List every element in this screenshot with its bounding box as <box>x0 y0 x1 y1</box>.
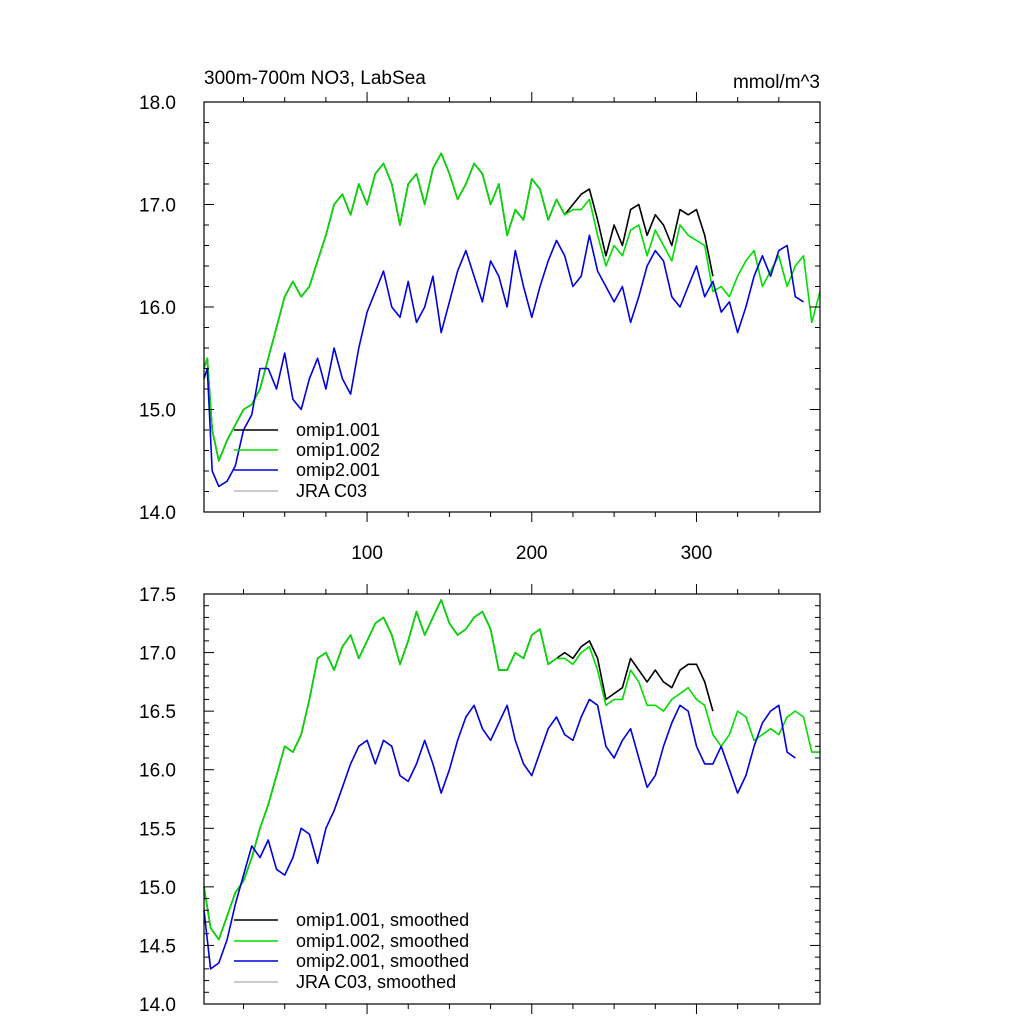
y-tick-label: 18.0 <box>139 93 176 114</box>
series-line-omip1-001-smoothed <box>203 599 714 941</box>
series-line-omip1-002-smoothed <box>203 599 820 941</box>
top-panel: 300m-700m NO3, LabSea mmol/m^3 14.015.01… <box>139 68 821 564</box>
legend-label-jra-c03-smoothed: JRA C03, smoothed <box>296 972 456 992</box>
bottom-panel-plot-lines <box>203 599 820 970</box>
y-tick-label: 14.0 <box>139 503 176 524</box>
series-line-omip2-001 <box>203 234 804 488</box>
top-panel-legend: omip1.001 omip1.002 omip2.001 JRA C03 <box>234 420 380 501</box>
legend-label-omip2-001: omip2.001 <box>296 460 380 480</box>
x-tick-label: 100 <box>351 543 383 564</box>
y-tick-label: 14.5 <box>139 936 176 957</box>
series-line-omip1-002 <box>203 152 821 462</box>
legend-label-omip1-002-smoothed: omip1.002, smoothed <box>296 931 469 951</box>
legend-label-omip1-001: omip1.001 <box>296 420 380 440</box>
top-panel-ticks: 14.0 15.0 16.0 17.0 18.0 100 200 300 <box>139 92 820 564</box>
y-tick-label: 14.0 <box>139 995 176 1016</box>
bottom-panel-frame <box>203 593 821 1005</box>
y-tick-label: 16.0 <box>139 298 176 319</box>
y-tick-label: 15.0 <box>139 401 176 422</box>
y-tick-label: 16.5 <box>139 702 176 723</box>
y-tick-label: 17.0 <box>139 644 176 665</box>
top-panel-plot-lines <box>203 152 821 488</box>
legend-label-omip1-002: omip1.002 <box>296 440 380 460</box>
y-tick-label: 15.5 <box>139 819 176 840</box>
legend-label-omip1-001-smoothed: omip1.001, smoothed <box>296 910 469 930</box>
series-line-omip2-001-smoothed <box>203 698 796 970</box>
top-panel-units: mmol/m^3 <box>733 72 820 93</box>
legend-label-jra-c03: JRA C03 <box>296 481 367 501</box>
legend-label-omip2-001-smoothed: omip2.001, smoothed <box>296 951 469 971</box>
bottom-panel-legend: omip1.001, smoothed omip1.002, smoothed … <box>234 910 469 992</box>
top-panel-frame <box>203 101 821 513</box>
bottom-panel-ticks: 14.0 14.5 15.0 15.5 16.0 16.5 17.0 17.5 <box>139 584 820 1016</box>
x-tick-label: 200 <box>516 543 548 564</box>
top-panel-title: 300m-700m NO3, LabSea <box>204 68 426 89</box>
y-tick-label: 17.5 <box>139 585 176 606</box>
y-tick-label: 15.0 <box>139 878 176 899</box>
x-tick-label: 300 <box>681 543 713 564</box>
bottom-panel: 14.0 14.5 15.0 15.5 16.0 16.5 17.0 17.5 omip1.0… <box>139 584 821 1016</box>
y-tick-label: 16.0 <box>139 761 176 782</box>
y-tick-label: 17.0 <box>139 196 176 217</box>
